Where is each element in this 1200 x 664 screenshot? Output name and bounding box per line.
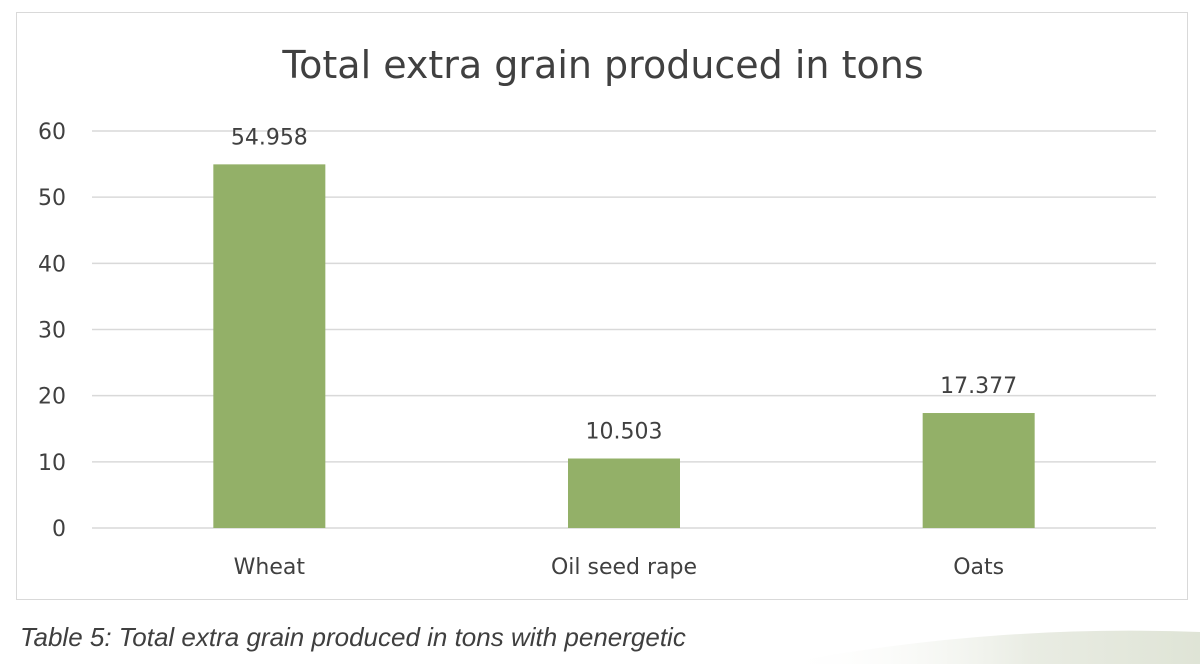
figure-caption: Table 5: Total extra grain produced in t…: [20, 622, 686, 652]
data-label: 54.958: [231, 125, 308, 150]
y-tick-label: 30: [38, 319, 66, 344]
y-tick-label: 0: [52, 517, 66, 542]
y-tick-label: 20: [38, 385, 66, 410]
data-label: 10.503: [586, 420, 663, 445]
y-tick-label: 60: [38, 120, 66, 145]
bar-wheat: [213, 164, 326, 528]
chart-title: Total extra grain produced in tons: [281, 43, 923, 87]
bar-oats: [922, 413, 1035, 528]
y-tick-label: 40: [38, 252, 66, 277]
decorative-swoosh: [780, 630, 1200, 664]
y-tick-label: 50: [38, 186, 66, 211]
data-label: 17.377: [940, 374, 1017, 399]
y-tick-label: 10: [38, 451, 66, 476]
bar-oil-seed-rape: [568, 458, 680, 528]
x-tick-label: Oats: [953, 555, 1004, 580]
x-tick-label: Wheat: [234, 555, 306, 580]
x-tick-label: Oil seed rape: [551, 555, 697, 580]
bar-chart: Total extra grain produced in tons 0 10 20…: [38, 43, 1156, 580]
